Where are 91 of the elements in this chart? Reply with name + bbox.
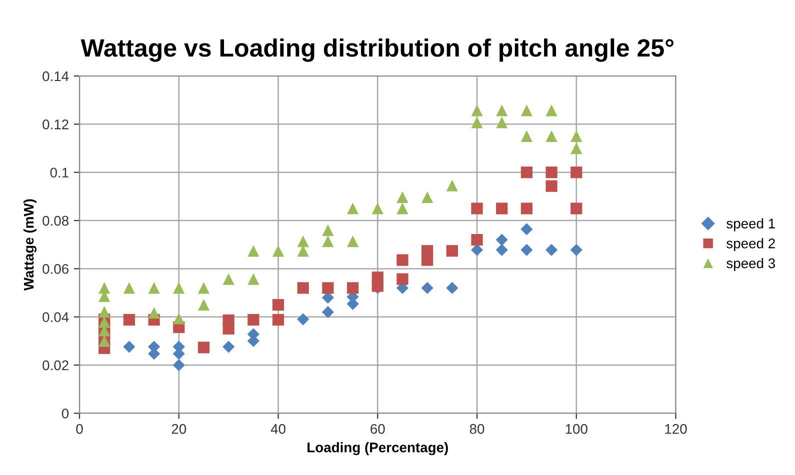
- point: [123, 314, 135, 326]
- point: [297, 313, 310, 326]
- point: [123, 340, 136, 353]
- point: [570, 142, 582, 154]
- point: [322, 235, 334, 248]
- point: [98, 282, 110, 294]
- point: [496, 116, 508, 128]
- point: [272, 245, 284, 257]
- point: [570, 244, 582, 256]
- point: [570, 202, 582, 214]
- point: [322, 224, 334, 236]
- y-tick-label: 0.1: [50, 168, 68, 178]
- y-tick-label: 0.06: [42, 264, 68, 274]
- x-tick-label: 60: [370, 424, 385, 434]
- y-axis-title: Wattage (mW): [23, 199, 36, 291]
- point: [446, 245, 458, 257]
- legend-label: speed 3: [726, 258, 775, 271]
- chart-title: Wattage vs Loading distribution of pitch angle 25°: [80, 38, 674, 62]
- point: [471, 202, 483, 214]
- point: [372, 280, 384, 292]
- point: [496, 234, 508, 246]
- point: [322, 282, 334, 294]
- point: [396, 273, 408, 285]
- point: [520, 166, 532, 178]
- point: [198, 282, 210, 294]
- point: [496, 104, 508, 116]
- point: [322, 306, 334, 318]
- point: [346, 235, 359, 248]
- y-tick-label: 0.02: [42, 360, 68, 370]
- point: [520, 202, 532, 214]
- point: [346, 202, 359, 214]
- legend-label: speed 1: [726, 218, 775, 232]
- point: [520, 130, 532, 142]
- y-tick-label: 0: [62, 408, 69, 418]
- point: [248, 273, 260, 285]
- point: [520, 244, 533, 256]
- legend-label: speed 2: [726, 238, 775, 252]
- point: [396, 202, 408, 214]
- point: [198, 342, 210, 354]
- point: [570, 166, 582, 178]
- point: [545, 244, 558, 256]
- point: [520, 223, 533, 236]
- x-tick-label: 40: [270, 424, 286, 434]
- point: [446, 282, 458, 294]
- point: [222, 322, 234, 335]
- point: [173, 282, 185, 294]
- point: [198, 299, 210, 311]
- point: [546, 166, 558, 178]
- point: [98, 316, 110, 328]
- point: [520, 104, 532, 116]
- point: [422, 254, 434, 266]
- point: [148, 282, 160, 294]
- point: [173, 312, 185, 324]
- x-tick-label: 0: [76, 424, 83, 434]
- point: [297, 235, 309, 248]
- x-tick-label: 120: [665, 424, 687, 434]
- point: [471, 116, 483, 128]
- point: [422, 191, 434, 203]
- point: [396, 254, 408, 266]
- point: [272, 299, 284, 311]
- point: [496, 244, 508, 256]
- x-tick-label: 80: [470, 424, 484, 434]
- point: [396, 191, 408, 203]
- point: [148, 306, 160, 319]
- point: [98, 306, 110, 318]
- point: [496, 202, 508, 214]
- point: [546, 104, 558, 116]
- point: [172, 359, 185, 372]
- point: [248, 245, 260, 257]
- y-tick-label: 0.12: [42, 120, 68, 130]
- point: [297, 282, 309, 294]
- point: [346, 282, 359, 294]
- point: [546, 130, 558, 142]
- x-tick-label: 100: [566, 424, 588, 434]
- point: [222, 273, 234, 285]
- point: [372, 202, 384, 214]
- point: [471, 234, 483, 246]
- point: [570, 130, 582, 142]
- point: [123, 282, 135, 294]
- y-tick-label: 0.14: [42, 71, 69, 82]
- point: [421, 282, 434, 294]
- point: [546, 180, 558, 192]
- point: [471, 104, 483, 116]
- point: [248, 314, 260, 326]
- point: [222, 340, 235, 353]
- point: [446, 180, 458, 192]
- y-tick-label: 0.08: [42, 216, 68, 226]
- point: [272, 314, 284, 326]
- y-tick-label: 0.04: [42, 312, 69, 322]
- x-tick-label: 20: [172, 424, 186, 434]
- x-axis-title: Loading (Percentage): [308, 442, 448, 456]
